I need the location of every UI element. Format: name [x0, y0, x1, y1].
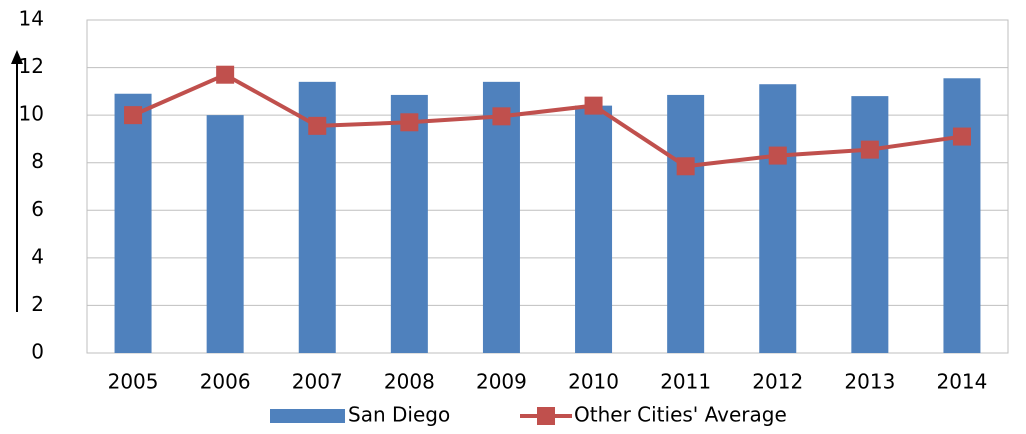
marker	[584, 96, 603, 115]
marker	[492, 107, 511, 126]
bar	[943, 78, 981, 354]
y-tick-label: 8	[31, 149, 44, 173]
y-tick-label: 10	[19, 102, 44, 126]
y-tick-label: 2	[31, 292, 44, 316]
bar	[390, 94, 428, 354]
legend-marker	[537, 407, 555, 425]
y-tick-label: 6	[31, 197, 44, 221]
x-tick-label: 2005	[108, 370, 159, 394]
x-tick-label: 2011	[660, 370, 711, 394]
legend-label: San Diego	[348, 403, 450, 427]
x-tick-label: 2009	[476, 370, 527, 394]
legend-swatch	[270, 409, 345, 423]
marker	[860, 140, 879, 159]
legend-label: Other Cities' Average	[574, 403, 787, 427]
x-tick-label: 2012	[752, 370, 803, 394]
x-tick-label: 2013	[844, 370, 895, 394]
line	[132, 72, 963, 169]
x-tick-label: 2006	[200, 370, 251, 394]
bar	[667, 94, 705, 354]
x-tick-label: 2007	[292, 370, 343, 394]
marker	[124, 106, 143, 125]
x-tick-label: 2014	[936, 370, 987, 394]
bar	[482, 81, 520, 353]
y-tick-label: 12	[19, 54, 44, 78]
bar	[206, 115, 244, 354]
bar	[759, 84, 797, 353]
x-tick-label: 2010	[568, 370, 619, 394]
bar	[575, 105, 613, 353]
marker	[676, 157, 695, 176]
bar	[114, 93, 152, 353]
y-tick-label: 0	[31, 340, 44, 364]
marker	[952, 127, 971, 146]
bar	[851, 96, 889, 353]
y-tick-label: 14	[19, 7, 44, 31]
marker	[400, 113, 419, 132]
y-tick-label: 4	[31, 244, 44, 268]
marker	[768, 146, 787, 165]
axis-arrow-head	[11, 50, 23, 64]
marker	[308, 116, 327, 135]
x-tick-label: 2008	[384, 370, 435, 394]
marker	[216, 65, 235, 84]
